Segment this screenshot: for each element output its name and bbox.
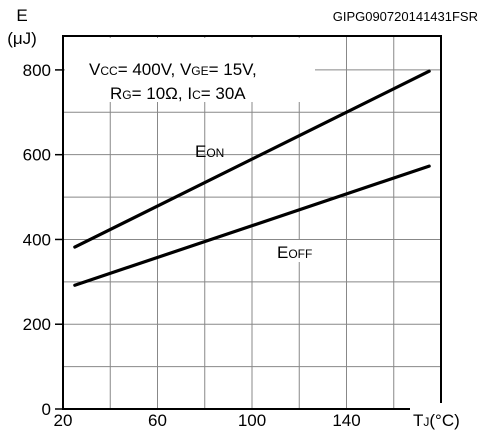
conditions-background <box>65 38 315 102</box>
series-labels: EON EOFF <box>195 142 335 262</box>
plot-border <box>62 35 442 410</box>
conditions-box: VCC= 400V, VGE= 15V, RG= 10Ω, IC= 30A <box>65 38 315 103</box>
series-label-eoff: EOFF <box>277 243 312 262</box>
y-tick-label: 0 <box>42 400 51 419</box>
condition-line: RG= 10Ω, IC= 30A <box>110 84 246 103</box>
y-tick-label: 400 <box>23 230 51 249</box>
grid <box>63 36 441 409</box>
y-tick-label: 800 <box>23 61 51 80</box>
document-id: GIPG090720141431FSR <box>333 9 478 24</box>
x-label-background <box>410 403 482 429</box>
x-tick-label: 60 <box>148 411 167 430</box>
x-tick-label: 20 <box>54 411 73 430</box>
plot-frame <box>62 35 442 410</box>
condition-line: VCC= 400V, VGE= 15V, <box>89 60 257 79</box>
x-tick-label: 140 <box>332 411 360 430</box>
series-label-background <box>273 240 335 262</box>
x-axis-label-text: TJ(°C) <box>413 411 460 430</box>
y-tick-label: 600 <box>23 146 51 165</box>
y-axis-unit: (μJ) <box>7 29 37 48</box>
x-axis-label: TJ(°C) <box>410 403 482 430</box>
y-axis-symbol: E <box>16 6 27 25</box>
x-tick-label: 100 <box>238 411 266 430</box>
y-tick-label: 200 <box>23 315 51 334</box>
series-lines <box>73 69 431 287</box>
series-line-eoff <box>73 164 431 287</box>
series-label-eon: EON <box>195 142 224 161</box>
axis-ticks: 0 200 400 600 800 20 60 100 140 <box>23 61 361 430</box>
series-line-eon <box>73 69 431 249</box>
